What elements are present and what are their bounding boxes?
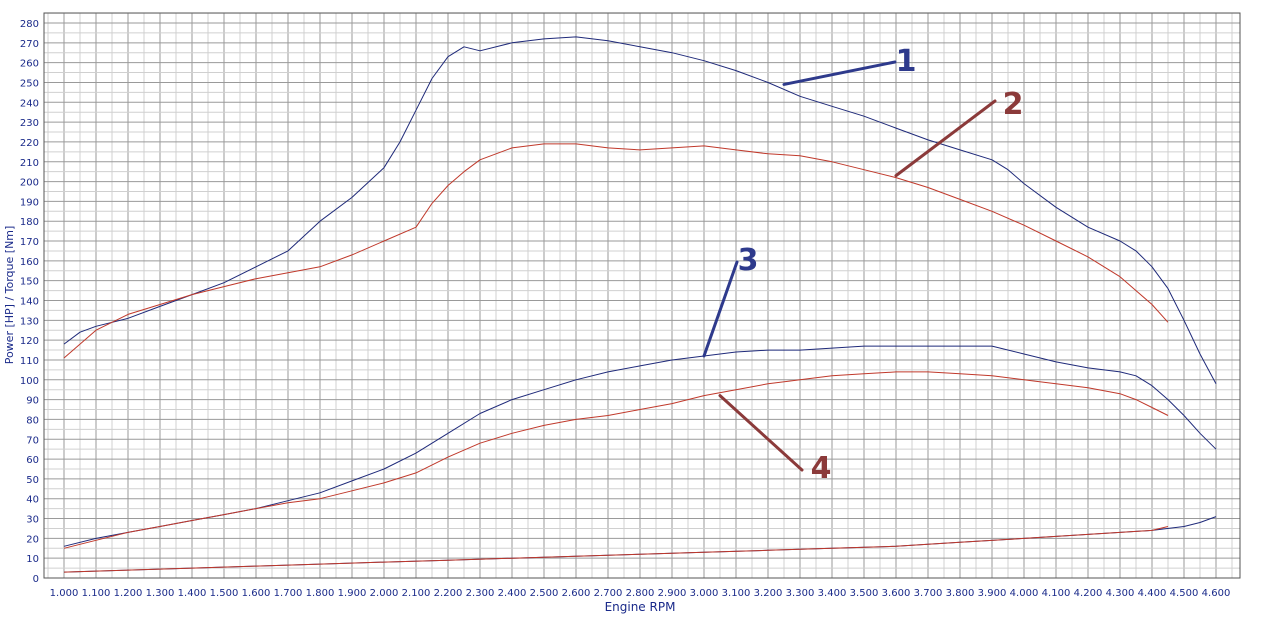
- x-tick-label: 3.300: [786, 588, 815, 599]
- y-tick-label: 230: [20, 118, 39, 129]
- x-tick-label: 2.900: [658, 588, 687, 599]
- x-tick-label: 2.800: [626, 588, 655, 599]
- y-tick-label: 120: [20, 336, 39, 347]
- plot-frame: [43, 12, 1241, 579]
- x-tick-label: 2.500: [530, 588, 559, 599]
- x-tick-label: 4.200: [1074, 588, 1103, 599]
- x-tick-label: 1.800: [306, 588, 335, 599]
- y-tick-label: 220: [20, 138, 39, 149]
- x-tick-label: 4.600: [1202, 588, 1231, 599]
- x-tick-label: 3.800: [946, 588, 975, 599]
- x-tick-label: 1.100: [82, 588, 111, 599]
- y-tick-label: 80: [26, 415, 39, 426]
- series-line-4: [63, 371, 1169, 549]
- x-tick-label: 3.100: [722, 588, 751, 599]
- y-tick-label: 190: [20, 197, 39, 208]
- y-tick-label: 60: [26, 455, 39, 466]
- y-tick-label: 180: [20, 217, 39, 228]
- x-tick-label: 4.000: [1010, 588, 1039, 599]
- x-tick-label: 3.700: [914, 588, 943, 599]
- x-tick-label: 1.700: [274, 588, 303, 599]
- y-tick-label: 150: [20, 277, 39, 288]
- x-tick-label: 2.200: [434, 588, 463, 599]
- y-tick-label: 110: [20, 356, 39, 367]
- grid: [44, 12, 1240, 578]
- annotation-leader-2: [894, 99, 997, 178]
- x-tick-labels: 1.000 1.100 1.200 1.300 1.400 1.500 1.600 1.700…: [50, 588, 1231, 599]
- y-tick-label: 210: [20, 158, 39, 169]
- y-tick-label: 130: [20, 316, 39, 327]
- x-tick-label: 1.300: [146, 588, 175, 599]
- x-tick-label: 4.400: [1138, 588, 1167, 599]
- annotation-leader-3: [702, 260, 739, 358]
- x-tick-label: 1.500: [210, 588, 239, 599]
- x-tick-label: 4.300: [1106, 588, 1135, 599]
- annotation-label-1: 1: [896, 44, 917, 79]
- x-tick-label: 1.900: [338, 588, 367, 599]
- y-tick-label: 200: [20, 178, 39, 189]
- series-line-1: [63, 36, 1217, 385]
- y-tick-label: 240: [20, 98, 39, 109]
- annotation-label-4: 4: [811, 451, 832, 486]
- y-tick-label: 270: [20, 39, 39, 50]
- y-tick-label: 160: [20, 257, 39, 268]
- x-tick-label: 4.100: [1042, 588, 1071, 599]
- y-tick-label: 20: [26, 534, 39, 545]
- x-tick-label: 1.600: [242, 588, 271, 599]
- x-tick-label: 3.200: [754, 588, 783, 599]
- y-tick-label: 10: [26, 554, 39, 565]
- x-tick-label: 2.000: [370, 588, 399, 599]
- y-tick-label: 40: [26, 495, 39, 506]
- series-line-6: [63, 526, 1169, 573]
- x-tick-label: 1.000: [50, 588, 79, 599]
- y-tick-label: 100: [20, 376, 39, 387]
- annotation-label-3: 3: [738, 243, 759, 278]
- x-tick-label: 2.100: [402, 588, 431, 599]
- series-line-3: [63, 345, 1217, 547]
- x-tick-label: 1.400: [178, 588, 207, 599]
- x-tick-label: 3.500: [850, 588, 879, 599]
- annotation-leader-1: [782, 60, 897, 86]
- x-tick-label: 3.000: [690, 588, 719, 599]
- y-tick-labels: 0 10 20 30 40 50 60 70 80 90 100 110 120 130 140 150 160…: [20, 19, 39, 585]
- x-tick-label: 4.500: [1170, 588, 1199, 599]
- x-tick-label: 3.600: [882, 588, 911, 599]
- annotation-label-2: 2: [1003, 87, 1024, 122]
- series-lines: [63, 36, 1217, 573]
- plot-border: [43, 12, 1241, 579]
- annotation-leader-4: [718, 394, 804, 472]
- y-tick-label: 70: [26, 435, 39, 446]
- y-tick-label: 280: [20, 19, 39, 30]
- annotations: 1 2 3 4: [702, 44, 1024, 486]
- y-tick-label: 90: [26, 396, 39, 407]
- x-tick-label: 2.600: [562, 588, 591, 599]
- y-tick-label: 30: [26, 515, 39, 526]
- x-axis-label: Engine RPM: [605, 600, 676, 614]
- series-line-2: [63, 143, 1169, 359]
- y-tick-label: 50: [26, 475, 39, 486]
- x-tick-label: 3.400: [818, 588, 847, 599]
- y-tick-label: 250: [20, 78, 39, 89]
- y-tick-label: 0: [33, 574, 39, 585]
- x-tick-label: 1.200: [114, 588, 143, 599]
- x-tick-label: 2.700: [594, 588, 623, 599]
- x-tick-label: 2.400: [498, 588, 527, 599]
- y-axis-label: Power [HP] / Torque [Nm]: [3, 226, 16, 365]
- x-tick-label: 2.300: [466, 588, 495, 599]
- y-tick-label: 260: [20, 59, 39, 70]
- y-tick-label: 140: [20, 297, 39, 308]
- y-tick-label: 170: [20, 237, 39, 248]
- x-tick-label: 3.900: [978, 588, 1007, 599]
